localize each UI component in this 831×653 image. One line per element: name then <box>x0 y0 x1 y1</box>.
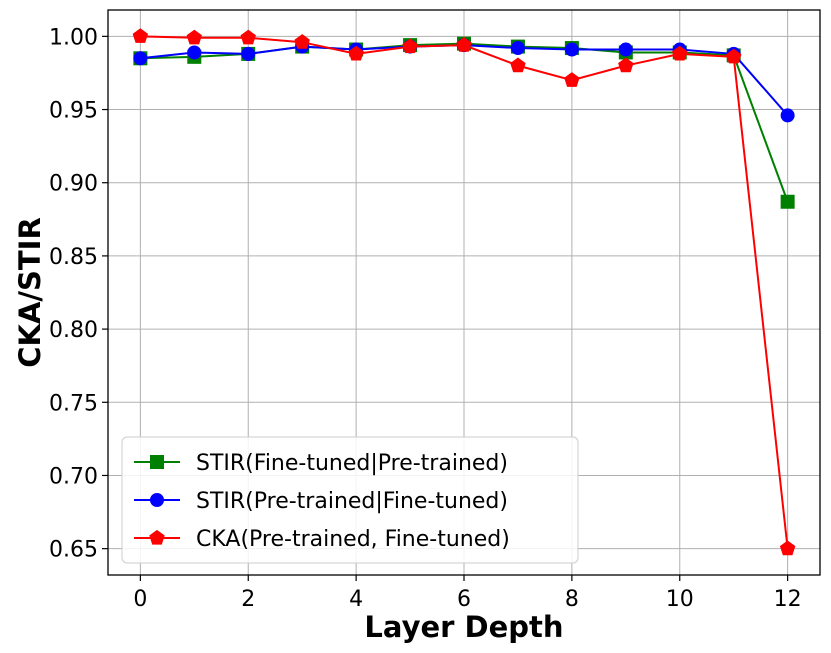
legend-marker <box>149 529 165 545</box>
data-point <box>294 34 310 49</box>
legend-box <box>121 436 579 564</box>
y-tick-label: 0.85 <box>49 245 98 270</box>
x-axis-title: Layer Depth <box>364 610 563 644</box>
y-tick-label: 1.00 <box>49 25 98 50</box>
y-tick-label: 0.95 <box>49 99 98 124</box>
legend-item: STIR(Fine-tuned|Pre-trained) <box>134 451 508 476</box>
data-point <box>780 194 795 209</box>
data-point <box>456 37 472 52</box>
legend-marker <box>150 455 164 469</box>
x-tick-label: 12 <box>774 587 802 612</box>
data-point <box>133 51 148 66</box>
legend-label: CKA(Pre-trained, Fine-tuned) <box>196 527 510 552</box>
x-tick-label: 10 <box>666 587 694 612</box>
data-point <box>510 57 526 73</box>
series-group <box>132 28 796 556</box>
data-point <box>348 45 364 61</box>
data-point <box>132 28 149 43</box>
legend-item: CKA(Pre-trained, Fine-tuned) <box>134 527 510 552</box>
legend: STIR(Fine-tuned|Pre-trained) STIR(Pre-tra… <box>121 436 579 564</box>
x-tick-label: 8 <box>565 587 579 612</box>
axes: 0 2 4 6 8 10 12 0.65 0.70 0.75 0.80 0.85 0.90 0.95 1.0… <box>49 25 802 612</box>
data-point <box>241 46 256 61</box>
y-axis-title: CKA/STIR <box>13 217 47 368</box>
data-point <box>564 42 579 57</box>
data-point <box>187 45 202 60</box>
y-tick-label: 0.80 <box>49 318 98 343</box>
x-tick-label: 6 <box>457 587 471 612</box>
x-tick-label: 0 <box>133 587 147 612</box>
data-point <box>780 108 795 123</box>
data-point <box>618 57 634 73</box>
data-point <box>618 42 633 57</box>
data-point <box>779 540 796 556</box>
x-tick-label: 2 <box>241 587 255 612</box>
data-point <box>402 38 418 54</box>
y-tick-label: 0.75 <box>49 391 98 416</box>
y-tick-label: 0.70 <box>49 464 98 489</box>
data-point <box>186 29 203 45</box>
x-tick-label: 4 <box>349 587 363 612</box>
legend-item: STIR(Pre-trained|Fine-tuned) <box>134 489 508 514</box>
y-tick-label: 0.90 <box>49 172 98 197</box>
data-point <box>510 41 525 56</box>
data-point <box>725 48 742 64</box>
y-tick-label: 0.65 <box>49 538 98 563</box>
data-point <box>672 45 688 61</box>
legend-label: STIR(Fine-tuned|Pre-trained) <box>196 451 508 476</box>
legend-marker <box>150 493 164 507</box>
grid <box>108 10 820 575</box>
series-3 <box>132 28 796 556</box>
data-point <box>240 29 256 45</box>
legend-label: STIR(Pre-trained|Fine-tuned) <box>196 489 508 514</box>
data-point <box>564 72 580 87</box>
